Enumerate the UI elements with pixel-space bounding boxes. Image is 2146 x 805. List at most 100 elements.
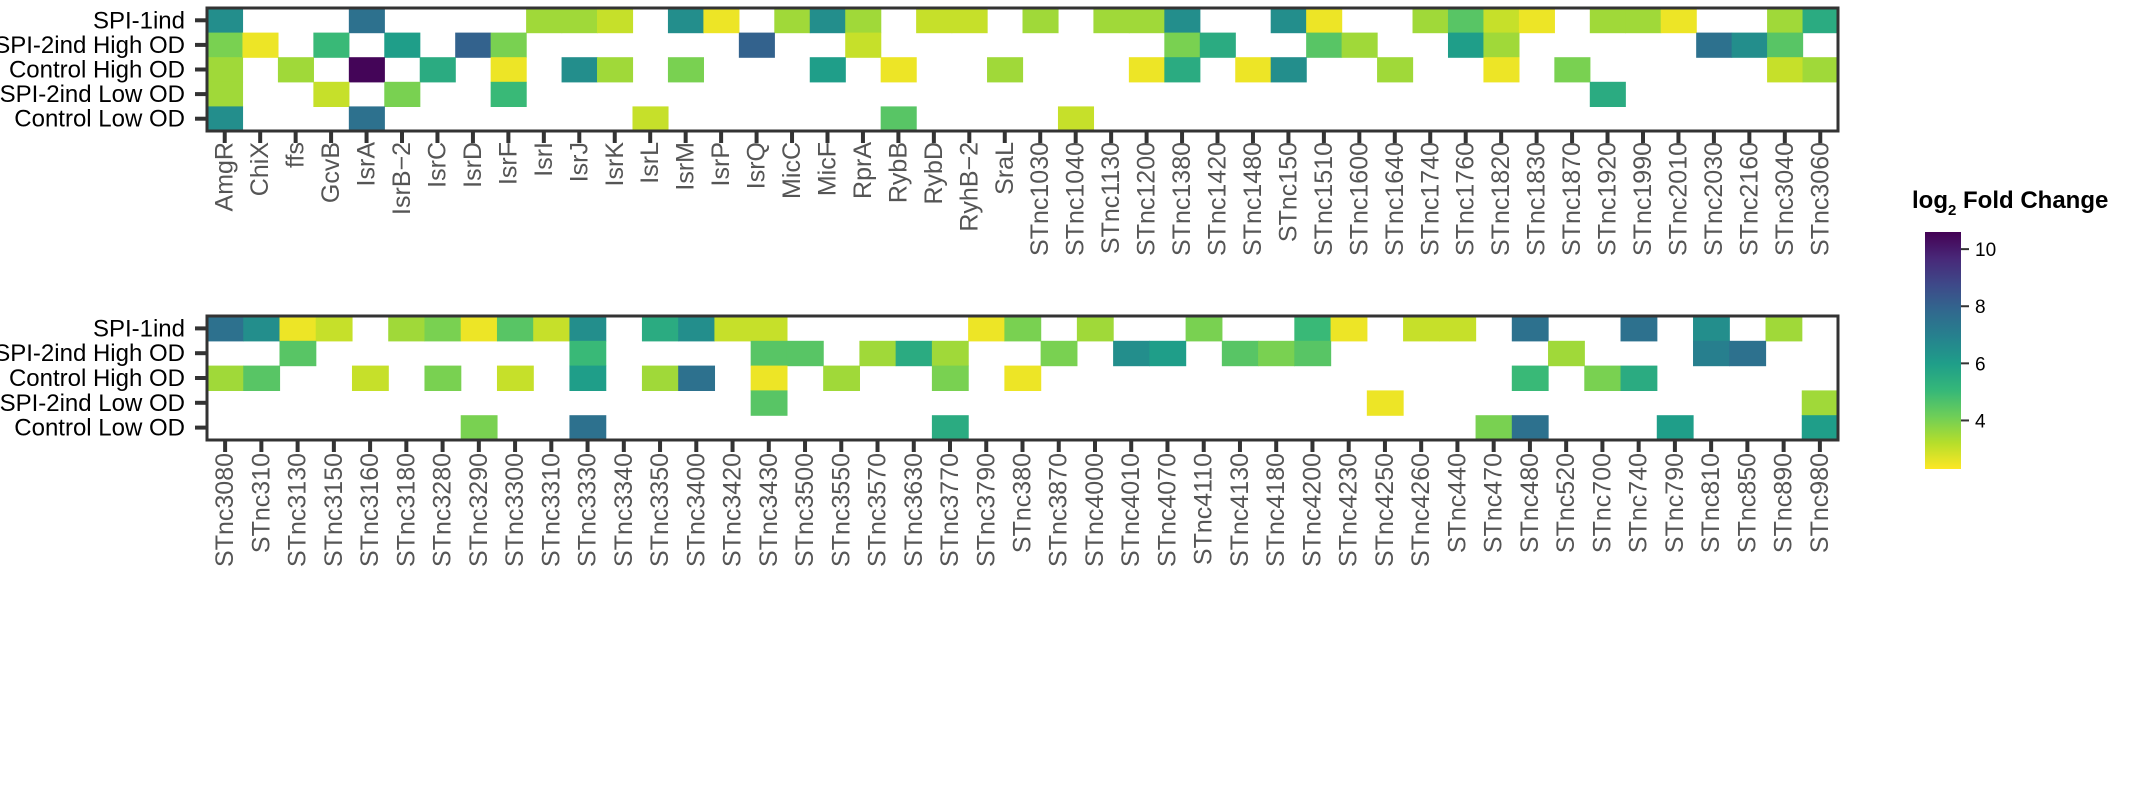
column-label-stnc1990: STnc1990 [1629, 142, 1657, 256]
row-label-spi-2ind-low-od: SPI-2ind Low OD [0, 81, 185, 108]
column-label-stnc1830: STnc1830 [1523, 142, 1551, 256]
heatmap-cell-spi-1ind-stnc3310 [533, 316, 571, 342]
heatmap-cell-control-high-od-rybb [880, 57, 917, 83]
heatmap-cell-control-high-od-stnc3770 [931, 365, 969, 391]
column-label-sral: SraL [991, 142, 1019, 195]
column-label-stnc1820: STnc1820 [1487, 142, 1515, 256]
heatmap-cell-spi-1ind-stnc3150 [315, 316, 353, 342]
column-label-stnc3350: STnc3350 [646, 453, 674, 567]
heatmap-cell-control-high-od-stnc3550 [823, 365, 860, 391]
heatmap-cell-control-low-od-rybb [880, 106, 917, 132]
heatmap-cell-control-low-od-stnc980 [1801, 415, 1839, 441]
column-label-isrc: IsrC [423, 142, 451, 188]
heatmap-cell-spi-1ind-isra [348, 8, 385, 34]
row-label-spi-1ind: SPI-1ind [93, 7, 185, 34]
heatmap-cell-spi-2ind-high-od-chix [242, 32, 279, 58]
heatmap-cell-spi-1ind-micf [809, 8, 846, 34]
heatmap-cell-spi-2ind-high-od-stnc4200 [1294, 340, 1332, 367]
colorbar-tick-label: 6 [1975, 354, 1986, 375]
heatmap-cell-spi-2ind-low-od-gcvb [313, 81, 350, 107]
column-label-stnc3160: STnc3160 [356, 453, 384, 567]
heatmap-cell-spi-1ind-isri [526, 8, 563, 34]
heatmap-cell-spi-2ind-high-od-isrq [738, 32, 775, 58]
heatmap-cell-spi-2ind-high-od-isrf [490, 32, 527, 58]
heatmap-cell-spi-2ind-high-od-stnc3770 [931, 340, 969, 367]
heatmap-cell-control-low-od-amgr [207, 106, 244, 132]
heatmap-cell-spi-1ind-stnc1830 [1518, 8, 1555, 34]
column-label-stnc3550: STnc3550 [827, 453, 855, 567]
heatmap-cell-spi-1ind-stnc2010 [1660, 8, 1697, 34]
heatmap-cell-control-high-od-isrk [597, 57, 634, 83]
column-label-stnc1920: STnc1920 [1594, 142, 1622, 256]
column-label-isri: IsrI [530, 142, 558, 177]
heatmap-cell-spi-1ind-stnc4000 [1076, 316, 1114, 342]
heatmap-cell-spi-1ind-stnc3180 [388, 316, 426, 342]
heatmap-cell-spi-1ind-stnc3060 [1802, 8, 1839, 34]
heatmap-cell-spi-2ind-high-od-stnc850 [1729, 340, 1767, 367]
heatmap-cell-control-high-od-stnc3160 [351, 365, 389, 391]
heatmap-cell-spi-1ind-stnc1820 [1483, 8, 1520, 34]
column-label-stnc4250: STnc4250 [1371, 453, 1399, 567]
column-label-stnc1600: STnc1600 [1345, 142, 1373, 256]
column-label-isrf: IsrF [494, 142, 522, 185]
row-label-control-low-od: Control Low OD [14, 106, 185, 133]
column-label-stnc4000: STnc4000 [1081, 453, 1109, 567]
row-label-spi-1ind: SPI-1ind [93, 315, 185, 342]
heatmap-cell-spi-2ind-high-od-gcvb [313, 32, 350, 58]
heatmap-cell-control-high-od-stnc3280 [424, 365, 462, 391]
heatmap-cell-spi-2ind-low-od-stnc3430 [750, 390, 788, 416]
heatmap-cell-control-high-od-stnc3330 [569, 365, 607, 391]
column-label-stnc3340: STnc3340 [610, 453, 638, 567]
column-label-stnc1200: STnc1200 [1133, 142, 1161, 256]
column-label-stnc310: STnc310 [247, 453, 275, 553]
heatmap-cell-spi-1ind-stnc3400 [678, 316, 716, 342]
column-label-stnc440: STnc440 [1443, 453, 1471, 553]
heatmap-cell-spi-2ind-high-od-stnc2160 [1731, 32, 1768, 58]
column-label-stnc3060: STnc3060 [1806, 142, 1834, 256]
heatmap-cell-spi-1ind-rybd [916, 8, 953, 34]
column-label-stnc3570: STnc3570 [864, 453, 892, 567]
heatmap-cell-control-high-od-amgr [207, 57, 244, 83]
column-label-ryhb-2: RyhB−2 [955, 142, 983, 232]
heatmap-cell-spi-1ind-stnc1130 [1093, 8, 1130, 34]
heatmap-cell-control-high-od-stnc1820 [1483, 57, 1520, 83]
heatmap-cell-spi-1ind-stnc4200 [1294, 316, 1332, 342]
column-label-stnc4130: STnc4130 [1226, 453, 1254, 567]
column-label-stnc1640: STnc1640 [1381, 142, 1409, 256]
heatmap-cell-spi-2ind-high-od-stnc2030 [1696, 32, 1733, 58]
heatmap-cell-spi-2ind-low-od-isrf [490, 81, 527, 107]
heatmap-cell-spi-1ind-amgr [207, 8, 244, 34]
column-label-isrk: IsrK [601, 142, 629, 187]
column-label-isrb-2: IsrB−2 [388, 142, 416, 215]
column-label-stnc380: STnc380 [1009, 453, 1037, 553]
column-label-stnc1380: STnc1380 [1168, 142, 1196, 256]
column-label-stnc2030: STnc2030 [1700, 142, 1728, 256]
heatmap-cell-spi-2ind-high-od-stnc3130 [279, 340, 317, 367]
column-label-stnc1480: STnc1480 [1239, 142, 1267, 256]
heatmap-cell-spi-1ind-stnc3420 [714, 316, 752, 342]
heatmap-cell-spi-2ind-high-od-stnc1420 [1199, 32, 1236, 58]
colorbar-gradient [1925, 232, 1961, 469]
heatmap-cell-spi-2ind-high-od-stnc3500 [786, 340, 824, 367]
heatmap-cell-spi-1ind-stnc3300 [496, 316, 534, 342]
heatmap-cell-control-low-od-stnc3330 [569, 415, 607, 441]
heatmap-cell-control-high-od-stnc150 [1270, 57, 1307, 83]
column-label-stnc3500: STnc3500 [791, 453, 819, 567]
row-label-spi-2ind-high-od: SPI-2ind High OD [0, 340, 185, 367]
column-label-stnc850: STnc850 [1733, 453, 1761, 553]
heatmap-cell-spi-2ind-low-od-stnc980 [1801, 390, 1839, 416]
heatmap-cell-control-low-od-isra [348, 106, 385, 132]
heatmap-cell-spi-2ind-high-od-stnc1820 [1483, 32, 1520, 58]
heatmap-cell-spi-2ind-high-od-stnc3870 [1040, 340, 1078, 367]
heatmap-cell-spi-2ind-low-od-stnc4250 [1366, 390, 1404, 416]
column-label-stnc520: STnc520 [1552, 453, 1580, 553]
column-label-stnc4010: STnc4010 [1117, 453, 1145, 567]
column-label-stnc3790: STnc3790 [972, 453, 1000, 567]
column-label-stnc4110: STnc4110 [1190, 453, 1218, 565]
heatmap-cell-spi-2ind-high-od-stnc3330 [569, 340, 607, 367]
row-label-control-high-od: Control High OD [9, 365, 185, 392]
column-label-stnc3300: STnc3300 [501, 453, 529, 567]
heatmap-cell-spi-2ind-high-od-stnc3570 [859, 340, 897, 367]
